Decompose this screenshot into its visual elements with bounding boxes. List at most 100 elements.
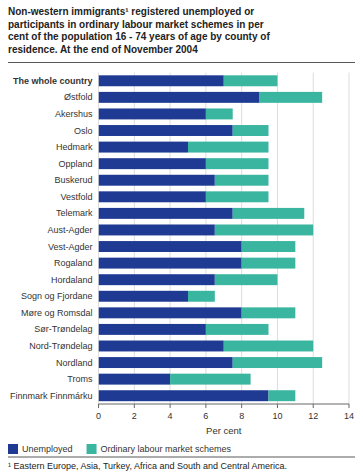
category-label: Sogn og Fjordane: [21, 291, 93, 301]
bar: [99, 324, 206, 335]
grid-line: [277, 73, 278, 405]
bar: [99, 142, 188, 153]
bar: [99, 208, 233, 219]
bar: [188, 291, 215, 302]
bars: [99, 75, 323, 401]
grid-line: [170, 73, 171, 405]
series: [170, 75, 322, 401]
bar: [99, 291, 188, 302]
x-axis-label: Per cent: [206, 425, 242, 436]
category-label: Møre og Romsdal: [21, 308, 93, 318]
category-label: Hordaland: [51, 275, 93, 285]
bar: [206, 158, 269, 169]
category-label: The whole country: [13, 76, 93, 86]
bar: [242, 258, 296, 269]
category-label: Nordland: [56, 358, 93, 368]
grid: [99, 73, 349, 405]
tick-mark: [134, 404, 135, 408]
bar: [206, 324, 269, 335]
title-line: residence. At the end of November 2004: [8, 44, 198, 55]
x-ticks: 02468101214: [96, 404, 354, 421]
tick-mark: [98, 404, 99, 408]
category-label: Nord-Trøndelag: [29, 341, 92, 351]
bar: [99, 274, 215, 285]
bar: [99, 224, 215, 235]
bar: [188, 142, 269, 153]
footnote-rule: [8, 457, 355, 458]
legend: Unemployed Ordinary labour market schemes: [8, 444, 232, 454]
category-label: Akershus: [55, 109, 93, 119]
bar: [268, 390, 295, 401]
legend-label: Unemployed: [22, 444, 73, 454]
category-label: Rogaland: [54, 258, 93, 268]
bar: [99, 374, 171, 385]
chart: Non-western immigrants¹ registered unemp…: [0, 0, 363, 476]
bar: [215, 274, 278, 285]
tick-label: 12: [308, 411, 318, 421]
bar: [99, 108, 206, 119]
footnote: ¹ Eastern Europe, Asia, Turkey, Africa a…: [8, 461, 287, 471]
bar: [99, 191, 206, 202]
title: Non-western immigrants¹ registered unemp…: [8, 6, 270, 55]
tick-mark: [170, 404, 171, 408]
title-line: Non-western immigrants¹ registered unemp…: [8, 6, 254, 17]
bar: [233, 357, 322, 368]
tick-label: 4: [168, 411, 173, 421]
legend-swatch: [87, 444, 97, 454]
tick-label: 14: [344, 411, 354, 421]
bar: [99, 75, 224, 86]
legend-swatch: [8, 444, 18, 454]
tick-mark: [241, 404, 242, 408]
bar: [99, 357, 233, 368]
bar: [99, 125, 233, 136]
bar: [99, 241, 242, 252]
grid-line: [205, 73, 206, 405]
bar: [99, 307, 242, 318]
tick-mark: [205, 404, 206, 408]
bar: [99, 258, 242, 269]
category-label: Aust-Agder: [48, 225, 93, 235]
bar: [242, 307, 296, 318]
bar: [215, 175, 269, 186]
grid-line: [349, 73, 350, 405]
x-axis-line: [99, 404, 349, 405]
grid-line: [98, 73, 99, 405]
bar: [260, 92, 323, 103]
bar: [233, 125, 269, 136]
tick-mark: [277, 404, 278, 408]
bar: [99, 175, 215, 186]
bar: [99, 92, 260, 103]
bar: [99, 341, 224, 352]
title-line: participants in ordinary labour market s…: [8, 19, 264, 30]
category-label: Hedmark: [56, 142, 93, 152]
category-labels: The whole countryØstfoldAkershusOsloHedm…: [10, 76, 93, 401]
bar: [206, 108, 233, 119]
category-label: Buskerud: [55, 175, 93, 185]
tick-mark: [349, 404, 350, 408]
series: [99, 75, 269, 401]
bar: [233, 208, 305, 219]
grid-line: [134, 73, 135, 405]
legend-label: Ordinary labour market schemes: [101, 444, 232, 454]
category-label: Oslo: [74, 126, 93, 136]
category-label: Finnmark Finnmárku: [10, 391, 93, 401]
category-label: Telemark: [56, 208, 93, 218]
bar: [242, 241, 296, 252]
category-label: Vestfold: [61, 192, 93, 202]
tick-label: 2: [132, 411, 137, 421]
bar: [206, 191, 269, 202]
grid-line: [313, 73, 314, 405]
tick-label: 8: [239, 411, 244, 421]
category-label: Sør-Trøndelag: [34, 324, 92, 334]
category-label: Oppland: [59, 159, 93, 169]
tick-label: 10: [272, 411, 282, 421]
bar: [215, 224, 313, 235]
bar: [224, 341, 313, 352]
bar: [170, 374, 251, 385]
tick-label: 0: [96, 411, 101, 421]
grid-line: [241, 73, 242, 405]
bar: [99, 390, 269, 401]
bar: [99, 158, 206, 169]
tick-mark: [313, 404, 314, 408]
category-label: Troms: [67, 374, 93, 384]
